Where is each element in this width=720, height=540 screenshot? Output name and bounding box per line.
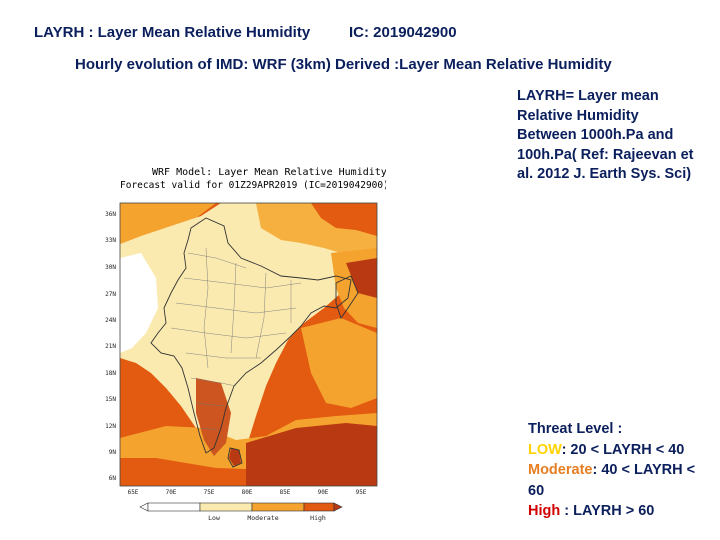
threat-low-row: LOW: 20 < LAYRH < 40 [528, 440, 714, 461]
very-high-region-northeast [346, 258, 377, 298]
legend-label-moderate: Moderate [247, 514, 278, 522]
india-outline [150, 217, 352, 454]
high-region-southwest [120, 463, 246, 486]
lat-label: 15N [105, 396, 116, 403]
lat-label: 9N [109, 449, 117, 456]
district-boundaries [170, 247, 302, 431]
lat-label: 24N [105, 317, 116, 324]
lat-label: 6N [109, 475, 117, 482]
subtitle: Hourly evolution of IMD: WRF (3km) Deriv… [75, 56, 612, 73]
initial-condition-label: IC: 2019042900 [349, 24, 457, 41]
map-frame [119, 202, 378, 487]
threat-title: Threat Level : [528, 421, 623, 437]
threat-level-legend: Threat Level : LOW: 20 < LAYRH < 40 Mode… [528, 419, 714, 522]
forecast-map: WRF Model: Layer Mean Relative Humidity … [105, 167, 386, 522]
lon-label: 75E [204, 489, 215, 496]
map-valid-time: Forecast valid for 01Z29APR2019 (IC=2019… [120, 180, 386, 191]
legend-label-low: Low [208, 514, 220, 522]
threat-high-row: High : LAYRH > 60 [528, 501, 714, 522]
threat-moderate-label: Moderate [528, 462, 593, 478]
legend-arrow-right [333, 502, 343, 512]
threat-low-rule: : 20 < LAYRH < 40 [561, 441, 685, 458]
latitude-labels: 36N 33N 30N 27N 24N 21N 18N 15N 12N 9N 6… [105, 211, 116, 482]
humidity-field [120, 203, 377, 486]
lon-label: 95E [356, 489, 367, 496]
lon-label: 85E [280, 489, 291, 496]
lat-label: 12N [105, 423, 116, 430]
threat-high-label: High [528, 503, 561, 519]
northeast-outline [335, 275, 359, 319]
longitude-labels: 65E 70E 75E 80E 85E 90E 95E [128, 489, 367, 496]
legend-label-high: High [310, 514, 326, 522]
lon-label: 80E [242, 489, 253, 496]
lat-label: 30N [105, 264, 116, 271]
legend-swatch-none [147, 502, 201, 512]
legend-swatch-low [199, 502, 253, 512]
lat-label: 36N [105, 211, 116, 218]
threat-moderate-row: Moderate: 40 < LAYRH < 60 [528, 460, 714, 501]
very-high-region-south [246, 423, 377, 486]
southern-peninsula-region [196, 378, 231, 456]
lat-label: 18N [105, 370, 116, 377]
legend-swatch-high [303, 502, 335, 512]
dry-region-west [120, 253, 158, 353]
low-humidity-region [120, 203, 377, 458]
country-boundaries [150, 217, 359, 468]
lon-label: 65E [128, 489, 139, 496]
moderate-region-bay [301, 318, 377, 408]
high-region-north [311, 203, 377, 236]
lon-label: 90E [318, 489, 329, 496]
legend-arrow-left [139, 502, 149, 512]
sri-lanka-region [229, 448, 241, 466]
threat-high-rule: : LAYRH > 60 [560, 503, 655, 519]
lat-label: 27N [105, 291, 116, 298]
map-legend: Low Moderate High [139, 502, 343, 522]
legend-swatch-moderate [251, 502, 305, 512]
header-title: LAYRH : Layer Mean Relative Humidity [34, 24, 311, 41]
threat-low-label: LOW [528, 441, 562, 458]
lon-label: 70E [166, 489, 177, 496]
lat-label: 21N [105, 343, 116, 350]
definition-note: LAYRH= Layer mean Relative Humidity Betw… [517, 88, 694, 182]
sri-lanka-outline [227, 447, 243, 468]
forecast-map-figure: WRF Model: Layer Mean Relative Humidity … [96, 158, 386, 530]
map-title: WRF Model: Layer Mean Relative Humidity [152, 167, 386, 178]
lat-label: 33N [105, 237, 116, 244]
threat-moderate-rule: : 40 < LAYRH < 60 [528, 462, 696, 499]
moderate-region-northwest [120, 203, 216, 244]
